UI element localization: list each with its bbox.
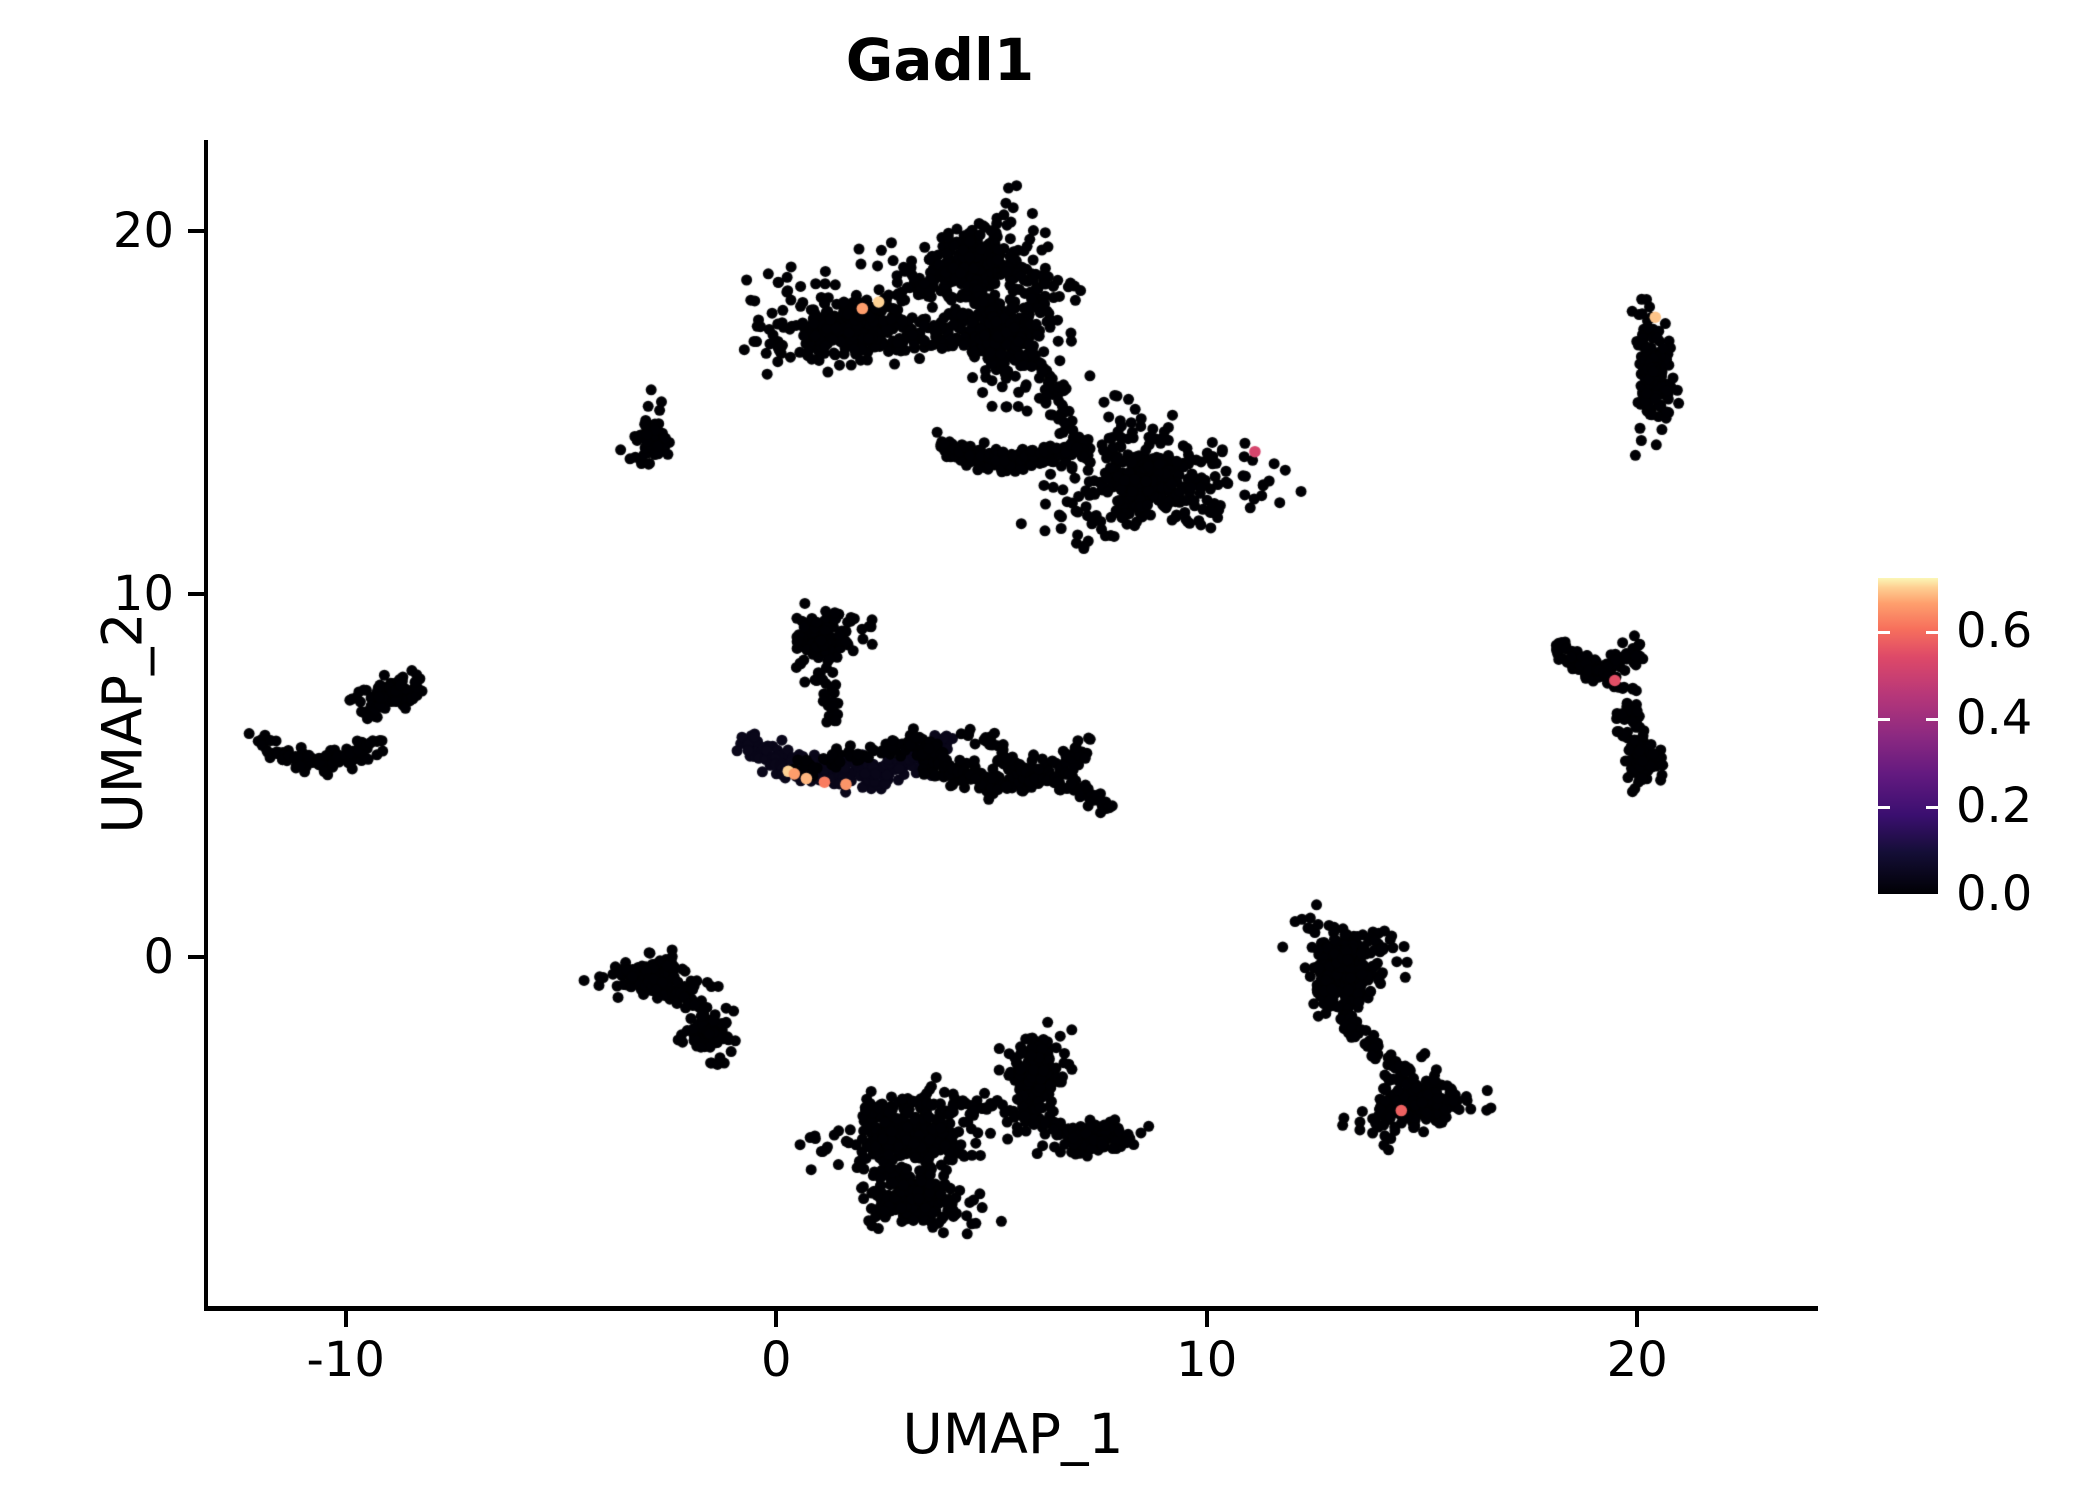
y-axis-label: UMAP_2 xyxy=(90,612,155,834)
colorbar-tick-mark xyxy=(1878,894,1890,897)
y-axis-spine xyxy=(204,140,208,1310)
y-tick-label: 10 xyxy=(112,566,174,623)
x-tick-label: 10 xyxy=(1176,1332,1238,1388)
colorbar-tick-label: 0.4 xyxy=(1956,690,2033,747)
colorbar-tick-mark xyxy=(1926,894,1938,897)
colorbar-tick-label: 0.2 xyxy=(1956,778,2033,835)
colorbar-tick-label: 0.6 xyxy=(1956,602,2033,659)
colorbar-tick-mark xyxy=(1878,630,1890,634)
x-tick-mark xyxy=(1204,1311,1209,1327)
x-tick-label: 20 xyxy=(1606,1332,1668,1388)
y-tick-mark xyxy=(188,592,204,597)
colorbar-tick-mark xyxy=(1878,718,1890,722)
colorbar-tick-mark xyxy=(1926,806,1938,810)
y-tick-label: 0 xyxy=(143,929,174,986)
x-tick-label: -10 xyxy=(306,1332,385,1388)
x-tick-mark xyxy=(774,1311,779,1327)
scatter-plot-area xyxy=(208,140,1818,1306)
colorbar-tick-mark xyxy=(1926,718,1938,722)
y-tick-label: 20 xyxy=(112,202,174,259)
y-tick-mark xyxy=(188,955,204,960)
colorbar: 0.0 0.2 0.4 0.6 xyxy=(1878,578,2032,922)
plot-axes: -10 0 10 20 0 10 20 UMAP_1 UMAP_2 xyxy=(91,140,1818,1466)
x-axis-spine xyxy=(204,1306,1818,1311)
colorbar-tick-label: 0.0 xyxy=(1956,866,2033,922)
colorbar-tick-mark xyxy=(1878,806,1890,810)
x-tick-mark xyxy=(343,1311,348,1327)
x-tick-label: 0 xyxy=(760,1332,792,1388)
x-axis-label: UMAP_1 xyxy=(902,1402,1124,1466)
colorbar-gradient xyxy=(1878,578,1938,894)
page-title: Gadl1 xyxy=(845,26,1035,94)
colorbar-tick-mark xyxy=(1926,630,1938,634)
x-tick-mark xyxy=(1635,1311,1640,1327)
y-tick-mark xyxy=(188,228,204,233)
